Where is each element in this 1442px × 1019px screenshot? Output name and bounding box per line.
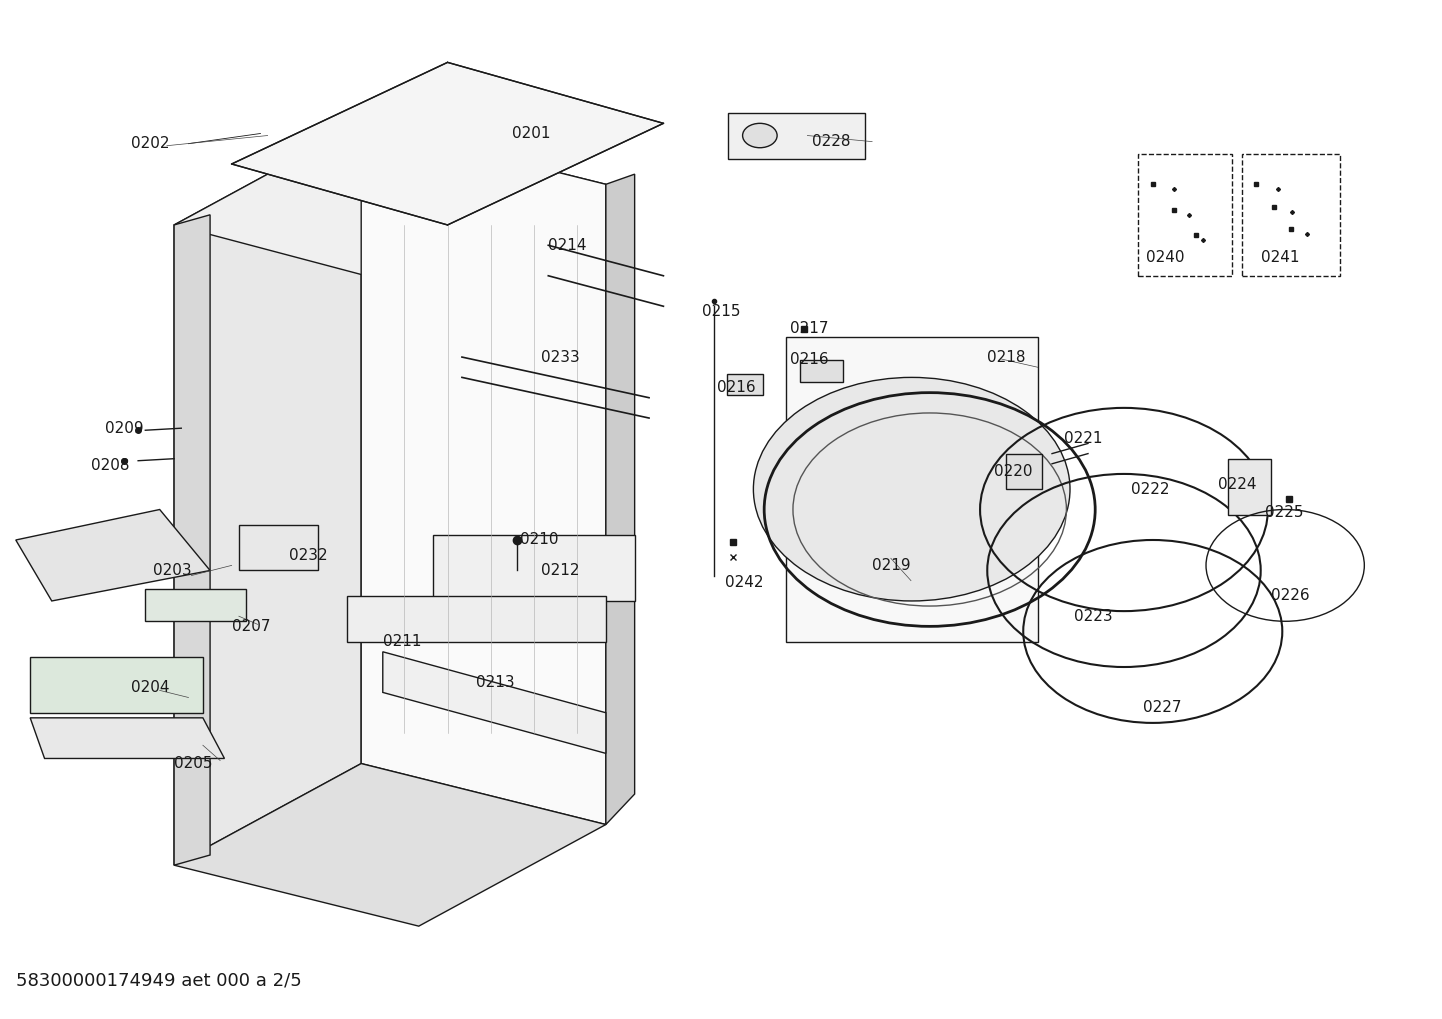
Polygon shape <box>16 510 211 601</box>
Text: 0211: 0211 <box>382 634 421 649</box>
Text: 0242: 0242 <box>725 575 764 590</box>
Text: 0218: 0218 <box>988 350 1025 365</box>
Polygon shape <box>174 763 606 926</box>
Text: 0205: 0205 <box>174 756 212 771</box>
Text: 0216: 0216 <box>717 380 756 395</box>
Polygon shape <box>232 62 663 225</box>
Text: 0212: 0212 <box>541 562 580 578</box>
Text: 0220: 0220 <box>995 465 1032 479</box>
Text: 0210: 0210 <box>519 533 558 547</box>
Text: 0240: 0240 <box>1145 250 1184 265</box>
Text: 0202: 0202 <box>131 137 169 151</box>
Polygon shape <box>360 123 606 824</box>
Text: 0204: 0204 <box>131 680 169 695</box>
Bar <box>786 336 1038 642</box>
Text: 0217: 0217 <box>790 321 829 336</box>
Polygon shape <box>174 123 360 865</box>
Bar <box>433 535 634 601</box>
Polygon shape <box>382 652 606 753</box>
Bar <box>728 113 865 159</box>
Bar <box>30 657 203 712</box>
Text: 0224: 0224 <box>1217 477 1256 491</box>
Bar <box>727 374 763 394</box>
Text: 0216: 0216 <box>790 352 829 367</box>
Polygon shape <box>30 717 225 758</box>
Text: 0228: 0228 <box>812 135 851 149</box>
Text: 0215: 0215 <box>702 304 741 319</box>
Bar <box>1007 453 1043 489</box>
Circle shape <box>743 123 777 148</box>
Text: 0226: 0226 <box>1270 588 1309 603</box>
Bar <box>1227 459 1270 515</box>
Text: 0201: 0201 <box>512 126 551 141</box>
Bar <box>1242 154 1340 276</box>
Text: 0233: 0233 <box>541 350 580 365</box>
Bar <box>1138 154 1231 276</box>
Text: 0222: 0222 <box>1131 482 1169 496</box>
Text: 0227: 0227 <box>1142 700 1181 715</box>
Bar <box>800 360 844 382</box>
Text: 0209: 0209 <box>105 421 144 436</box>
Text: 58300000174949 aet 000 a 2/5: 58300000174949 aet 000 a 2/5 <box>16 971 301 989</box>
Polygon shape <box>174 215 211 865</box>
Polygon shape <box>174 123 606 286</box>
Text: 0208: 0208 <box>91 459 130 473</box>
Text: 0232: 0232 <box>290 548 327 562</box>
Bar <box>348 596 606 642</box>
Text: 0241: 0241 <box>1260 250 1299 265</box>
Bar <box>146 589 247 622</box>
Bar <box>239 525 319 571</box>
Text: 0225: 0225 <box>1265 505 1304 520</box>
Text: 0203: 0203 <box>153 562 192 578</box>
Text: 0213: 0213 <box>476 675 515 690</box>
Text: 0221: 0221 <box>1064 431 1102 446</box>
Text: 0207: 0207 <box>232 619 270 634</box>
Text: 0219: 0219 <box>872 557 911 573</box>
Text: 0223: 0223 <box>1074 608 1112 624</box>
Polygon shape <box>606 174 634 824</box>
Text: 0214: 0214 <box>548 237 587 253</box>
Circle shape <box>753 377 1070 601</box>
